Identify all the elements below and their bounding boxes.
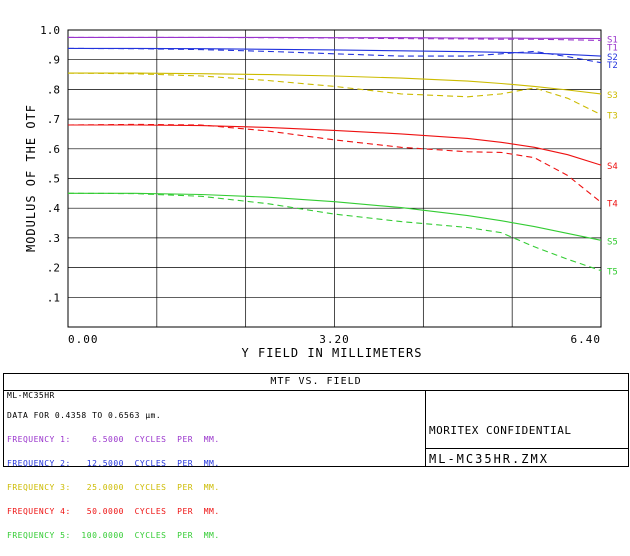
- series-end-label: S5: [607, 237, 618, 247]
- series-end-label: T3: [607, 112, 618, 122]
- series-end-label: S4: [607, 162, 618, 172]
- x-tick-labels: 0.00 3.20 6.40: [68, 333, 602, 346]
- footer-title: MTF VS. FIELD: [4, 374, 628, 391]
- series-end-label: S2: [607, 53, 618, 63]
- x-axis-label: Y FIELD IN MILLIMETERS: [242, 346, 423, 360]
- grid-lines: [68, 29, 601, 327]
- series-line-s3: [68, 72, 602, 95]
- y-tick-label: .4: [47, 202, 61, 215]
- series-end-label: T4: [607, 199, 618, 209]
- y-axis-label: MODULUS OF THE OTF: [24, 104, 38, 252]
- footer-divider: [425, 448, 628, 449]
- series-line-t3: [67, 72, 602, 116]
- series-line-s5: [68, 192, 602, 241]
- y-tick-label: .5: [47, 173, 60, 186]
- y-tick-label: .1: [47, 291, 60, 304]
- series-line-s2: [68, 47, 602, 57]
- y-tick-label: .3: [47, 232, 60, 245]
- frequency-line: FREQUENCY 2: 12.5000 CYCLES PER MM.: [7, 459, 220, 468]
- frequency-line: FREQUENCY 5: 100.0000 CYCLES PER MM.: [7, 531, 220, 540]
- y-tick-label: .2: [47, 262, 60, 275]
- frequency-line: FREQUENCY 4: 50.0000 CYCLES PER MM.: [7, 507, 220, 516]
- x-tick-label: 6.40: [571, 333, 602, 346]
- y-tick-label: .7: [47, 113, 60, 126]
- frequency-line: FREQUENCY 3: 25.0000 CYCLES PER MM.: [7, 483, 220, 492]
- series-end-label: S1: [607, 36, 618, 46]
- series-line-t4: [67, 123, 602, 203]
- frequency-line: FREQUENCY 1: 6.5000 CYCLES PER MM.: [7, 435, 220, 444]
- wavelength-range: DATA FOR 0.4358 TO 0.6563 µm.: [7, 411, 162, 420]
- y-tick-labels: .1 .2 .3 .4 .5 .6 .7 .8 .9 1.0: [40, 24, 60, 304]
- confidential-label: MORITEX CONFIDENTIAL: [429, 424, 572, 437]
- y-tick-label: .6: [47, 143, 60, 156]
- x-tick-label: 3.20: [319, 333, 350, 346]
- y-tick-label: .8: [47, 83, 60, 96]
- footer-file-info: MORITEX CONFIDENTIAL ML-MC35HR.ZMX: [425, 390, 628, 466]
- series-line-s4: [68, 124, 602, 166]
- mtf-chart: .1.2.3.4.5.6.7.8.91.0 0.00 3.20 6.40 S1T1S…: [24, 24, 618, 360]
- series-line-t5: [67, 192, 602, 272]
- footer-panel: MTF VS. FIELD ML-MC35HR DATA FOR 0.4358 …: [3, 373, 629, 540]
- y-tick-label: .9: [47, 54, 60, 67]
- lens-name: ML-MC35HR: [7, 391, 55, 400]
- series-line-t1: [68, 36, 602, 41]
- series-end-label: T2: [607, 61, 618, 71]
- y-tick-label: 1.0: [40, 24, 60, 37]
- x-tick-label: 0.00: [68, 333, 99, 346]
- series-end-label: T1: [607, 44, 618, 54]
- footer-info: ML-MC35HR DATA FOR 0.4358 TO 0.6563 µm. …: [4, 390, 426, 540]
- series-group: [67, 36, 602, 272]
- series-end-label: T5: [607, 268, 618, 278]
- frequency-list: FREQUENCY 1: 6.5000 CYCLES PER MM. FREQU…: [7, 420, 220, 556]
- series-line-t2: [67, 47, 602, 64]
- series-end-label: S3: [607, 91, 618, 101]
- plot-frame: [67, 29, 602, 328]
- file-name: ML-MC35HR.ZMX: [429, 452, 549, 466]
